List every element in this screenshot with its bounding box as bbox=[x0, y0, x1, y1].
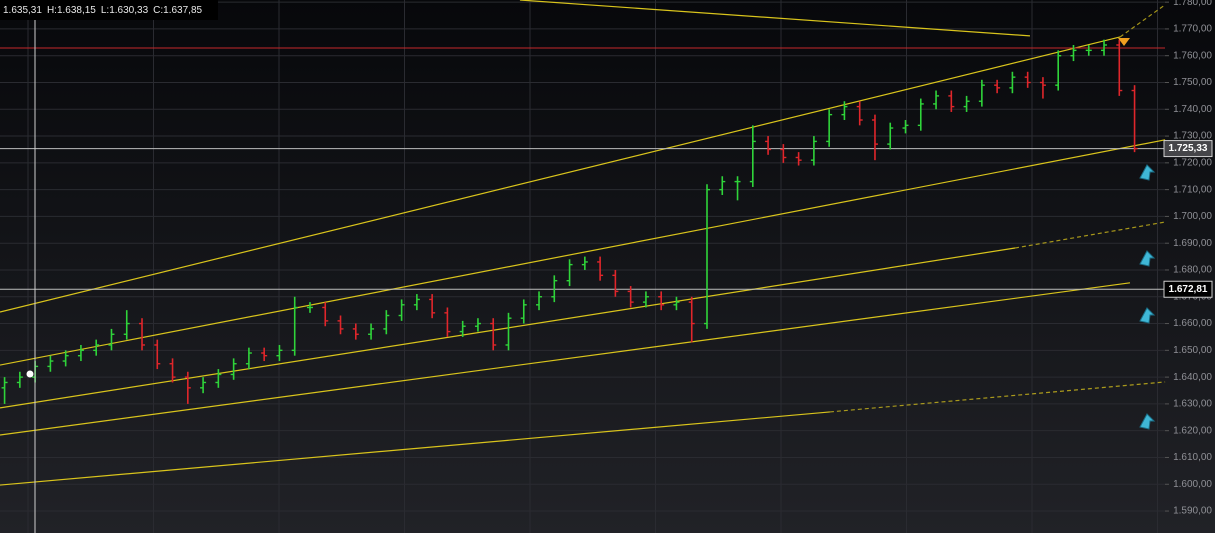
y-tick-label: 1.660,00 bbox=[1173, 318, 1212, 329]
crosshair-dot bbox=[26, 370, 34, 378]
readout-item: H:1.638,15 bbox=[47, 5, 96, 16]
y-tick-label: 1.750,00 bbox=[1173, 77, 1212, 88]
ohlc-readout: 1.635,31 H:1.638,15 L:1.630,33 C:1.637,85 bbox=[0, 0, 218, 20]
arrow bbox=[1139, 307, 1156, 324]
y-tick-label: 1.770,00 bbox=[1173, 24, 1212, 35]
signal-arrows bbox=[1139, 164, 1156, 430]
y-tick-label: 1.680,00 bbox=[1173, 265, 1212, 276]
y-tick-label: 1.730,00 bbox=[1173, 131, 1212, 142]
y-tick-label: 1.640,00 bbox=[1173, 372, 1212, 383]
y-tick-label: 1.740,00 bbox=[1173, 104, 1212, 115]
trendline bbox=[0, 36, 1121, 313]
y-tick-label: 1.650,00 bbox=[1173, 345, 1212, 356]
trendline bbox=[829, 381, 1166, 413]
sell-marker bbox=[1118, 38, 1130, 46]
y-tick-label: 1.720,00 bbox=[1173, 157, 1212, 168]
readout-item: C:1.637,85 bbox=[153, 5, 202, 16]
y-tick-label: 1.600,00 bbox=[1173, 479, 1212, 490]
readout-item: L:1.630,33 bbox=[101, 5, 149, 16]
trendline bbox=[1014, 221, 1166, 249]
price-label-box bbox=[1163, 140, 1213, 158]
y-tick-label: 1.700,00 bbox=[1173, 211, 1212, 222]
y-tick-label: 1.780,00 bbox=[1173, 0, 1212, 8]
y-tick-label: 1.590,00 bbox=[1173, 506, 1212, 517]
trendline bbox=[519, 0, 1031, 37]
overlays bbox=[0, 0, 1166, 486]
y-tick-label: 1.630,00 bbox=[1173, 399, 1212, 410]
arrow bbox=[1139, 413, 1156, 430]
y-tick-label: 1.610,00 bbox=[1173, 452, 1212, 463]
price-label: 1.672,81 bbox=[1169, 284, 1208, 295]
grid bbox=[0, 0, 1165, 533]
price-label-box bbox=[1163, 280, 1213, 298]
readout-box bbox=[0, 0, 218, 20]
y-axis: 1.590,00 1.600,00 1.610,00 1.620,00 1.630,00… bbox=[1163, 0, 1213, 517]
bars bbox=[1, 39, 1138, 404]
trendline bbox=[1119, 4, 1166, 38]
y-tick-label: 1.760,00 bbox=[1173, 50, 1212, 61]
trendline bbox=[0, 282, 1131, 436]
readout-item: 1.635,31 bbox=[3, 5, 42, 16]
readout-text: 1.635,31 H:1.638,15 L:1.630,33 C:1.637,85 bbox=[3, 5, 203, 16]
arrow bbox=[1139, 250, 1156, 267]
trendline bbox=[0, 247, 1016, 409]
trendline bbox=[0, 139, 1166, 366]
trendline bbox=[0, 411, 830, 486]
y-tick-label: 1.710,00 bbox=[1173, 184, 1212, 195]
arrow bbox=[1139, 164, 1156, 181]
price-label: 1.725,33 bbox=[1169, 143, 1208, 154]
y-tick-label: 1.620,00 bbox=[1173, 425, 1212, 436]
y-tick-label: 1.690,00 bbox=[1173, 238, 1212, 249]
